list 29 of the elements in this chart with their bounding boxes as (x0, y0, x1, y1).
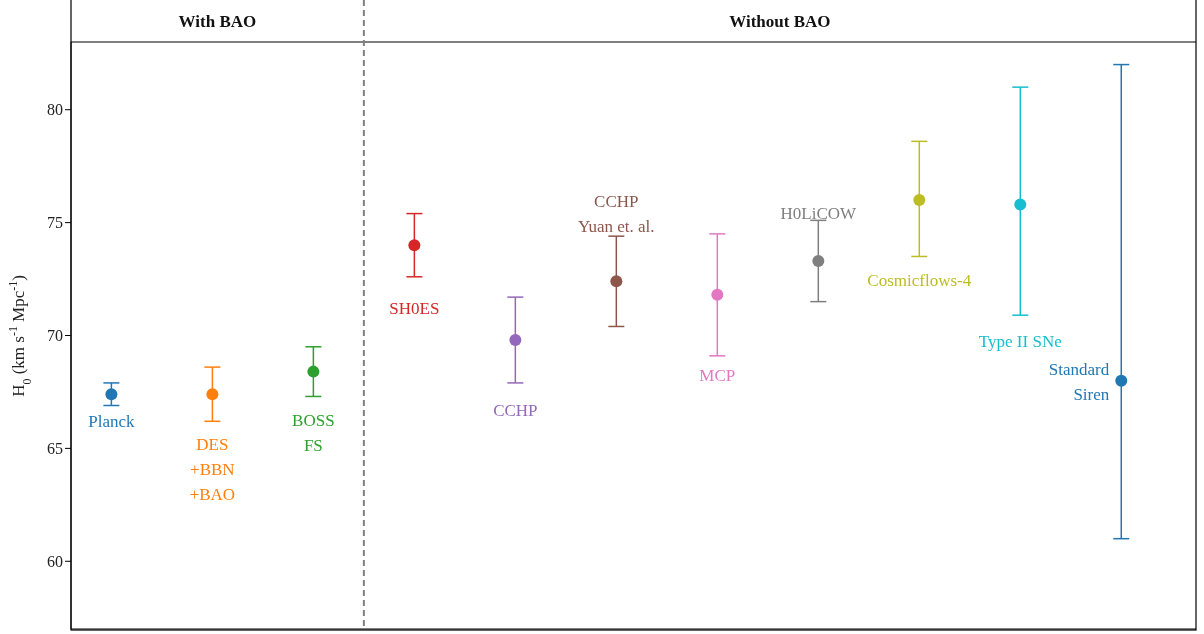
text: Type II SNe (978, 331, 1062, 351)
text: BOSS FS (292, 411, 335, 456)
point (206, 388, 219, 401)
y-tick-label: 70 (47, 327, 63, 345)
y-tick-label: 60 (47, 552, 63, 570)
y-tick-label: 75 (47, 214, 63, 232)
text: Cosmicflows-4 (867, 271, 972, 291)
text: DES +BBN +BAO (189, 434, 236, 504)
series-label: Planck (88, 411, 136, 431)
series-label: Standard Siren (1048, 360, 1110, 405)
point (610, 275, 623, 288)
point (1014, 198, 1027, 211)
text: SH0ES (389, 298, 440, 318)
text: With BAO (178, 12, 257, 31)
point (711, 288, 724, 301)
point (105, 388, 118, 401)
text: CCHP Yuan et. al. (578, 191, 655, 236)
point (812, 255, 825, 267)
y-tick-label: 80 (47, 101, 63, 119)
text: MCP (699, 366, 736, 386)
text: H0LiCOW (780, 204, 858, 224)
text: Without BAO (729, 12, 831, 31)
point (307, 365, 320, 378)
point (408, 239, 421, 252)
text: CCHP (493, 400, 538, 420)
point (913, 194, 926, 207)
point (1115, 374, 1128, 387)
point (509, 334, 522, 347)
y-tick-label: 65 (47, 440, 63, 458)
